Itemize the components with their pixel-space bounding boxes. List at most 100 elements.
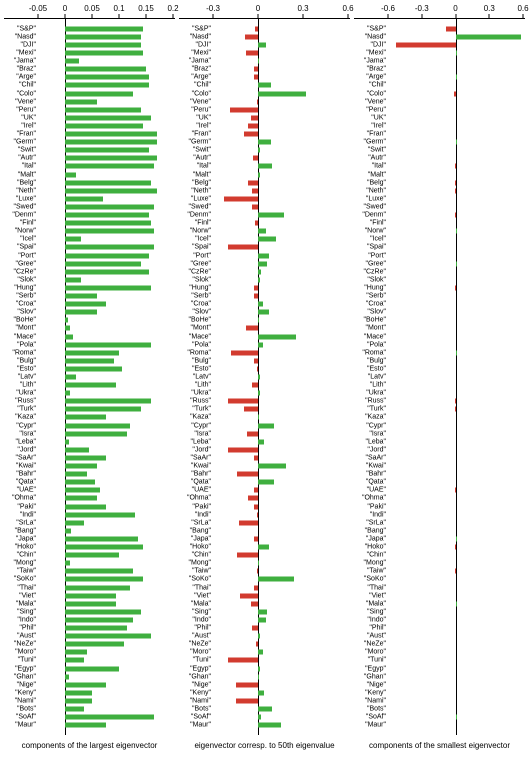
y-label: "Vene" (15, 98, 36, 105)
y-label: "SoKo" (189, 576, 211, 583)
tick-label: 0.2 (167, 4, 178, 13)
bar (257, 366, 258, 371)
y-label: "Luxe" (366, 195, 386, 202)
bar (65, 107, 141, 112)
y-label: "Nami" (365, 697, 386, 704)
y-label: "Arge" (366, 74, 386, 81)
y-label: "Nige" (192, 681, 211, 688)
y-label: "Ukra" (16, 390, 36, 397)
y-label: "SrLa" (16, 519, 36, 526)
y-label: "Autr" (368, 155, 386, 162)
y-label: "Peru" (191, 106, 211, 113)
bar (456, 75, 457, 80)
y-label: "Kwai" (16, 463, 36, 470)
bar (456, 34, 521, 39)
bar (258, 42, 266, 47)
bar (455, 164, 456, 169)
bar (237, 553, 258, 558)
y-label: "Pola" (17, 341, 36, 348)
y-label: "Indi" (370, 511, 386, 518)
y-label: "Belg" (192, 179, 211, 186)
y-label: "Ukra" (366, 390, 386, 397)
y-label: "Indo" (367, 616, 386, 623)
bar (228, 245, 258, 250)
y-label: "Thai" (17, 584, 36, 591)
bar (65, 472, 87, 477)
bar (258, 617, 266, 622)
bar (65, 480, 95, 485)
y-label: "Mala" (366, 600, 386, 607)
y-label: "Russ" (190, 398, 211, 405)
y-label: "Mala" (16, 600, 36, 607)
y-label: "Japa" (16, 535, 36, 542)
y-label: "Hoko" (365, 544, 386, 551)
bar (455, 188, 456, 193)
bar (65, 358, 114, 363)
y-label: "Irel" (196, 122, 211, 129)
y-label: "Norw" (365, 228, 386, 235)
bar (65, 415, 106, 420)
bar (258, 480, 274, 485)
bar (224, 196, 259, 201)
bar (258, 83, 271, 88)
bar (456, 229, 457, 234)
panel-2: -0.6-0.300.30.6"S&P""Nasd""DJI""Mexi""Ja… (352, 4, 527, 769)
bar (258, 277, 260, 282)
y-label: "Lith" (195, 382, 211, 389)
y-label: "Bulg" (192, 357, 211, 364)
y-label: "Leba" (15, 438, 36, 445)
y-label: "Gree" (365, 260, 386, 267)
y-label: "Esto" (192, 365, 211, 372)
bar (65, 285, 151, 290)
bar (455, 407, 456, 412)
y-label: "CzRe" (364, 268, 386, 275)
y-label: "Lith" (370, 382, 386, 389)
y-label: "Irel" (21, 122, 36, 129)
bar (252, 626, 258, 631)
bar (254, 294, 259, 299)
bar (446, 26, 456, 31)
bar (65, 723, 106, 728)
tick-label: 0 (453, 4, 457, 13)
y-label: "UK" (196, 114, 211, 121)
bar (65, 148, 149, 153)
y-label: "Icel" (195, 236, 211, 243)
y-label: "Keny" (365, 689, 386, 696)
y-label: "Peru" (366, 106, 386, 113)
y-label: "Egyp" (365, 665, 386, 672)
y-label: "Swed" (14, 203, 36, 210)
bar (258, 690, 264, 695)
y-label: "Leba" (365, 438, 386, 445)
y-label: "S&P" (17, 25, 36, 32)
tick-label: 0.3 (484, 4, 495, 13)
y-label: "Indi" (195, 511, 211, 518)
bar (65, 577, 143, 582)
bar (65, 123, 143, 128)
bar (245, 34, 259, 39)
bar (257, 569, 259, 574)
bar (456, 140, 457, 145)
bar (65, 439, 69, 444)
y-label: "Jord" (192, 446, 211, 453)
y-label: "Denm" (362, 212, 386, 219)
y-label: "Aust" (17, 633, 36, 640)
bar (236, 682, 259, 687)
bar (65, 326, 70, 331)
y-label: "DJI" (21, 41, 36, 48)
y-label: "Indo" (192, 616, 211, 623)
y-label: "Swed" (364, 203, 386, 210)
y-label: "Egyp" (190, 665, 211, 672)
bar (65, 512, 135, 517)
bar (65, 707, 84, 712)
y-label: "Thai" (367, 584, 386, 591)
y-label: "Denm" (12, 212, 36, 219)
y-label: "Kaza" (15, 414, 36, 421)
y-label: "Port" (368, 252, 386, 259)
bar (228, 658, 258, 663)
y-label: "Tuni" (18, 657, 36, 664)
y-label: "Mong" (364, 560, 386, 567)
y-label: "Keny" (190, 689, 211, 696)
y-label: "Spai" (192, 244, 211, 251)
bar (252, 204, 258, 209)
bar (65, 213, 149, 218)
